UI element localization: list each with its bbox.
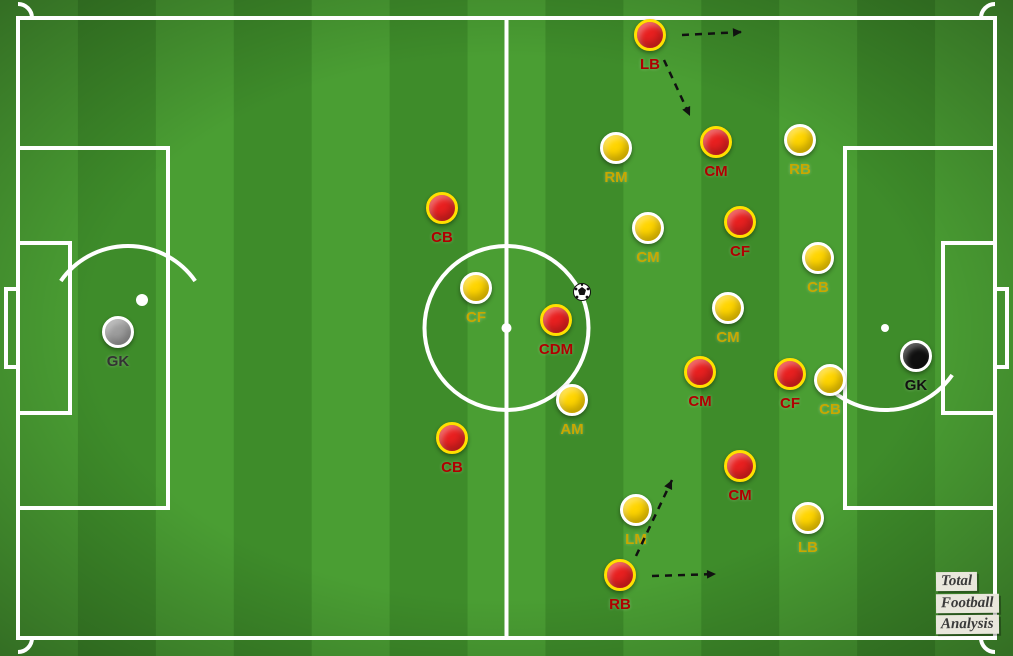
- player-cf: CF: [460, 272, 492, 304]
- player-label: CM: [704, 163, 727, 180]
- player-label: CB: [819, 401, 841, 418]
- player-cb: CB: [426, 192, 458, 224]
- player-am: AM: [556, 384, 588, 416]
- player-label: CM: [636, 249, 659, 266]
- player-rm: RM: [600, 132, 632, 164]
- player-label: CF: [466, 309, 486, 326]
- player-label: CM: [716, 329, 739, 346]
- player-cm: CM: [684, 356, 716, 388]
- player-label: RB: [609, 596, 631, 613]
- player-label: CF: [730, 243, 750, 260]
- player-lb: LB: [634, 19, 666, 51]
- player-cdm: CDM: [540, 304, 572, 336]
- player-label: LB: [798, 539, 818, 556]
- player-label: CM: [688, 393, 711, 410]
- player-gk: GK: [102, 316, 134, 348]
- player-gk: GK: [900, 340, 932, 372]
- player-label: LM: [625, 531, 647, 548]
- player-label: LB: [640, 56, 660, 73]
- player-cb: CB: [436, 422, 468, 454]
- player-cm: CM: [700, 126, 732, 158]
- player-lm: LM: [620, 494, 652, 526]
- player-cm: CM: [632, 212, 664, 244]
- player-lb: LB: [792, 502, 824, 534]
- player-cf: CF: [724, 206, 756, 238]
- player-label: CDM: [539, 341, 573, 358]
- player-label: RM: [604, 169, 627, 186]
- player-label: GK: [905, 377, 928, 394]
- player-label: CB: [441, 459, 463, 476]
- player-cm: CM: [724, 450, 756, 482]
- football-pitch: [0, 0, 1013, 656]
- player-label: GK: [107, 353, 130, 370]
- player-label: AM: [560, 421, 583, 438]
- ball-icon: [573, 283, 591, 301]
- player-cm: CM: [712, 292, 744, 324]
- player-label: CF: [780, 395, 800, 412]
- player-label: RB: [789, 161, 811, 178]
- player-cf: CF: [774, 358, 806, 390]
- player-label: CB: [431, 229, 453, 246]
- player-label: CM: [728, 487, 751, 504]
- player-label: CB: [807, 279, 829, 296]
- branding-logo: Total Football Analysis: [936, 572, 999, 636]
- player-cb: CB: [802, 242, 834, 274]
- player-rb: RB: [604, 559, 636, 591]
- player-rb: RB: [784, 124, 816, 156]
- player-cb: CB: [814, 364, 846, 396]
